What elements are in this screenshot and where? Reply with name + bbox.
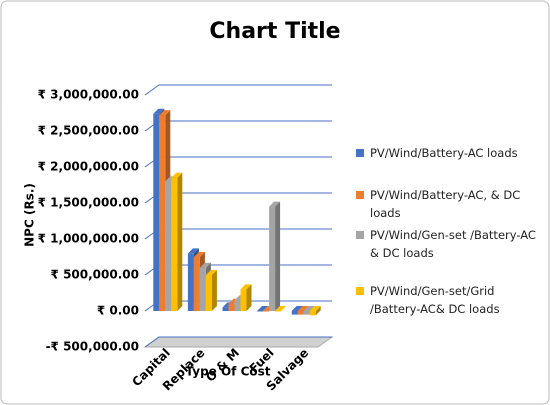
grid-line — [144, 336, 332, 348]
legend-swatch — [356, 191, 364, 199]
bar — [275, 306, 287, 312]
legend-label: PV/Wind/Gen-set/Grid /Battery-AC& DC loa… — [370, 284, 500, 316]
legend-swatch — [356, 231, 364, 239]
y-tick-label: ₹ 2,500,000.00 — [38, 124, 139, 138]
grid-line — [144, 84, 332, 96]
y-tick-label: -₹ 500,000.00 — [46, 340, 139, 354]
bar — [171, 172, 183, 311]
floor — [143, 336, 334, 348]
bar — [257, 306, 269, 312]
x-axis-title: Type Of Cost — [185, 365, 270, 379]
y-tick-label: ₹ 2,000,000.00 — [38, 160, 139, 174]
bar — [309, 306, 321, 316]
y-axis-title: NPC (Rs.) — [23, 183, 37, 247]
chart-title: Chart Title — [209, 19, 340, 44]
legend-label: PV/Wind/Battery-AC, & DC loads — [370, 188, 521, 220]
bar — [269, 201, 281, 311]
bar — [205, 270, 217, 311]
y-tick-label: ₹ 0.00 — [97, 304, 139, 318]
legend-label: PV/Wind/Gen-set /Battery-AC & DC loads — [370, 228, 536, 260]
y-tick-label: ₹ 1,000,000.00 — [38, 232, 139, 246]
y-tick-label: ₹ 3,000,000.00 — [38, 88, 139, 102]
y-tick-label: ₹ 500,000.00 — [51, 268, 139, 282]
bar — [240, 284, 252, 311]
legend-label: PV/Wind/Battery-AC loads — [370, 146, 518, 160]
legend-swatch — [356, 149, 364, 157]
y-tick-label: ₹ 1,500,000.00 — [38, 196, 139, 210]
legend-swatch — [356, 287, 364, 295]
